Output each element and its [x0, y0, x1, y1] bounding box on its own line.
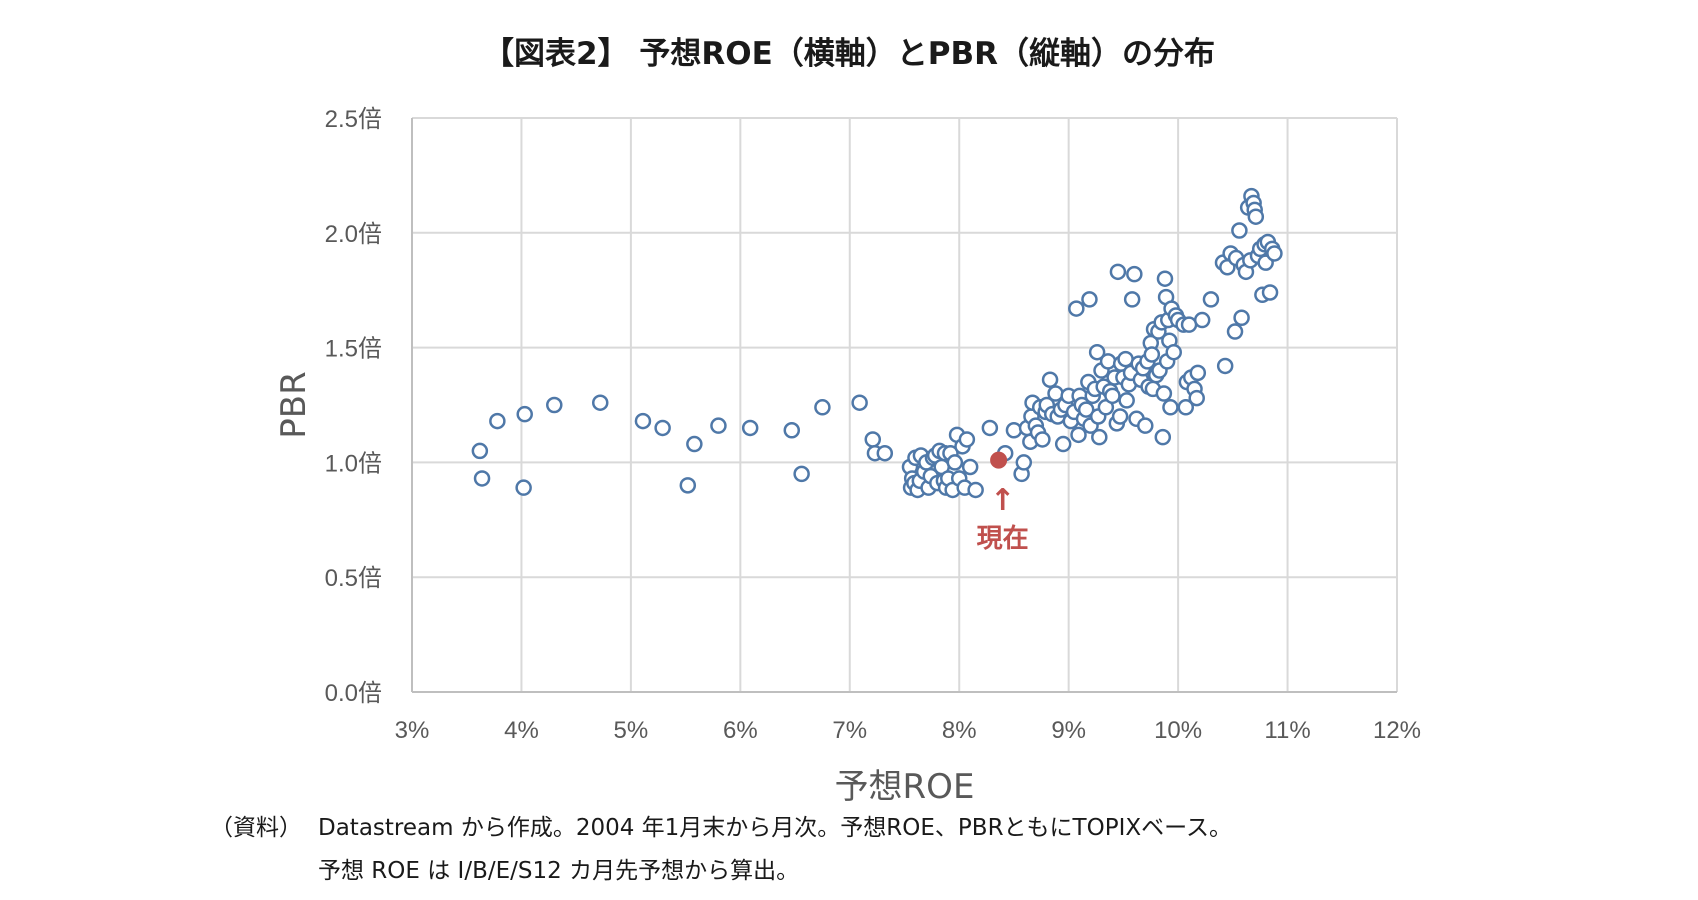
- data-point: [1154, 428, 1172, 446]
- data-point: [1091, 428, 1108, 446]
- data-point: [1005, 422, 1023, 439]
- y-axis-title: PBR: [274, 371, 314, 438]
- data-point: [1189, 364, 1207, 382]
- data-point: [473, 470, 491, 487]
- grid-lines: [411, 117, 1398, 692]
- x-tick-label: 10%: [1154, 717, 1202, 744]
- data-point: [793, 465, 810, 483]
- data-point: [1068, 300, 1085, 317]
- data-point: [1216, 357, 1234, 375]
- data-point: [516, 405, 533, 423]
- data-point: [1266, 245, 1283, 262]
- data-point: [1261, 284, 1279, 301]
- data-point: [1231, 222, 1248, 239]
- data-point: [1193, 311, 1211, 329]
- current-point: [990, 451, 1008, 469]
- data-point: [1088, 343, 1106, 361]
- axes: [411, 118, 1397, 693]
- data-point: [1054, 435, 1072, 453]
- data-point: [1111, 408, 1129, 425]
- x-tick-label: 11%: [1264, 717, 1310, 744]
- source-note-line-2: 予想 ROE は I/B/E/S12 カ月先予想から算出。: [318, 858, 800, 884]
- data-point: [1226, 323, 1244, 340]
- y-tick-label: 0.0倍: [325, 680, 382, 707]
- data-point: [864, 431, 882, 448]
- x-tick-label: 12%: [1373, 717, 1421, 744]
- source-note-label: （資料）: [210, 815, 302, 841]
- data-point: [1123, 291, 1141, 308]
- data-point: [1118, 392, 1135, 409]
- highlight: ↑ 現在: [977, 451, 1029, 554]
- data-point: [1077, 401, 1095, 418]
- data-point: [471, 442, 489, 460]
- y-tick-label: 0.5倍: [325, 565, 382, 592]
- data-points: [471, 187, 1283, 499]
- data-point: [967, 481, 984, 499]
- data-point: [981, 419, 999, 437]
- data-point: [1015, 454, 1033, 471]
- data-point: [679, 477, 697, 494]
- x-tick-label: 5%: [614, 717, 649, 744]
- x-tick-label: 3%: [395, 717, 430, 744]
- data-point: [814, 399, 831, 416]
- data-point: [1034, 431, 1051, 448]
- up-arrow-icon: ↑: [990, 483, 1015, 518]
- data-point: [1081, 291, 1098, 308]
- data-point: [1070, 426, 1087, 444]
- tick-labels: 3% 4% 5% 6% 7% 8% 9% 10% 11% 12% 0.0倍 0.5倍 1.0倍 1.5倍 2…: [325, 106, 1421, 744]
- data-point: [1126, 265, 1143, 283]
- data-point: [515, 479, 532, 496]
- data-point: [1162, 399, 1179, 416]
- source-note-line-1: Datastream から作成。2004 年1月末から月次。予想ROE、PBRと…: [318, 815, 1232, 841]
- data-point: [876, 444, 894, 462]
- data-point: [1104, 387, 1121, 405]
- data-point: [686, 435, 703, 453]
- data-point: [1041, 371, 1059, 388]
- data-point: [710, 417, 727, 434]
- data-point: [1202, 291, 1220, 308]
- x-tick-label: 4%: [504, 717, 539, 744]
- data-point: [1143, 346, 1161, 363]
- y-tick-label: 1.0倍: [325, 450, 382, 477]
- x-tick-label: 7%: [832, 717, 867, 744]
- data-point: [654, 419, 671, 437]
- data-point: [591, 394, 609, 411]
- current-label: 現在: [977, 524, 1029, 554]
- data-point: [783, 422, 801, 439]
- data-point: [1177, 399, 1195, 416]
- data-point: [1233, 309, 1250, 327]
- y-tick-label: 2.0倍: [325, 221, 382, 248]
- data-point: [1188, 389, 1205, 407]
- data-point: [1156, 270, 1174, 287]
- data-point: [741, 419, 759, 437]
- data-point: [1099, 353, 1117, 370]
- x-axis-title: 予想ROE: [835, 767, 975, 807]
- chart-title: 【図表2】 予想ROE（横軸）とPBR（縦軸）の分布: [483, 36, 1215, 72]
- y-tick-label: 2.5倍: [325, 106, 382, 133]
- data-point: [1165, 343, 1182, 361]
- data-point: [851, 394, 868, 411]
- y-tick-label: 1.5倍: [325, 336, 382, 363]
- data-point: [1247, 208, 1265, 225]
- data-point: [546, 396, 563, 414]
- x-tick-label: 8%: [942, 717, 977, 744]
- data-point: [1155, 385, 1173, 402]
- data-point: [961, 458, 979, 476]
- data-point: [634, 412, 652, 430]
- data-point: [489, 412, 506, 430]
- data-point: [1137, 417, 1154, 434]
- x-tick-label: 6%: [723, 717, 758, 744]
- x-tick-label: 9%: [1051, 717, 1086, 744]
- data-point: [958, 431, 976, 448]
- data-point: [1109, 263, 1127, 281]
- data-point: [946, 454, 964, 471]
